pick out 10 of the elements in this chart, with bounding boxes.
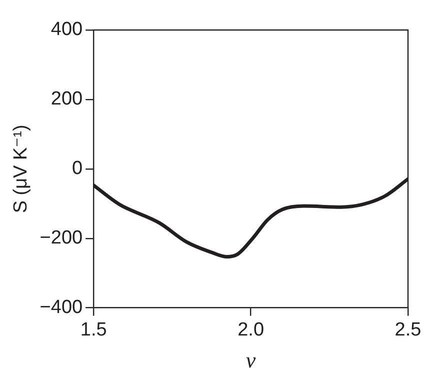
x-axis-title: ν [246,348,256,373]
x-tick-label: 2.5 [394,319,422,340]
y-tick-label: −400 [40,297,83,318]
y-tick-label: 0 [72,158,83,180]
x-tick-label: 2.0 [238,319,264,340]
y-tick-label: 200 [50,88,83,110]
x-tick-label: 1.5 [80,319,107,340]
y-axis-title: S (μV K⁻¹) [10,124,32,214]
y-tick-label: −200 [40,228,83,249]
y-tick-label: 400 [50,19,83,40]
